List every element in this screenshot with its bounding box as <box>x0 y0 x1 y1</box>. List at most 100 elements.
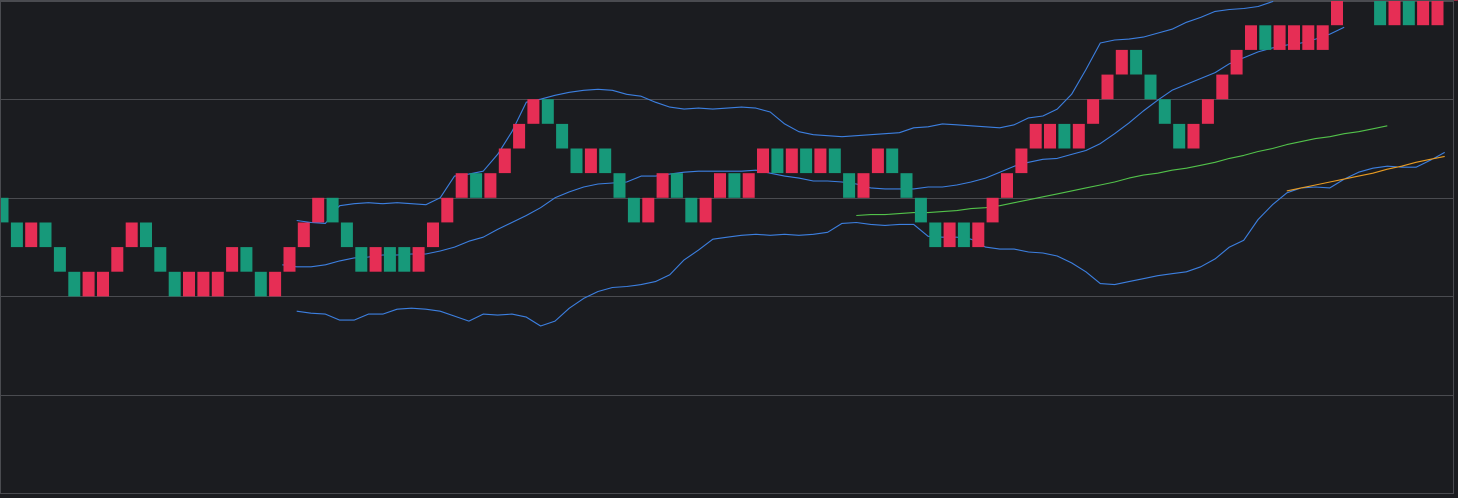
renko-brick-up <box>283 247 296 272</box>
renko-brick-up <box>1316 25 1329 50</box>
renko-brick-down <box>556 123 569 149</box>
renko-brick-down <box>929 222 942 248</box>
renko-brick-down <box>957 222 970 248</box>
renko-brick-down <box>68 271 81 297</box>
renko-brick-down <box>240 247 253 272</box>
renko-brick-up <box>584 148 597 174</box>
series-line-bb-middle <box>282 26 1345 268</box>
renko-brick-up <box>1302 25 1315 50</box>
renko-brick-down <box>886 148 899 174</box>
renko-brick-down <box>10 222 23 248</box>
renko-brick-down <box>39 222 52 248</box>
renko-brick-up <box>1072 123 1085 149</box>
series-line-ma-green <box>856 125 1388 217</box>
renko-brick-down <box>470 173 483 198</box>
renko-brick-up <box>1044 123 1056 149</box>
renko-brick-up <box>82 271 95 297</box>
indicator-lines <box>282 0 1445 327</box>
renko-brick-up <box>412 247 425 272</box>
renko-brick-down <box>168 271 181 297</box>
renko-brick-up <box>943 222 956 248</box>
series-line-ma-orange <box>1286 155 1445 192</box>
renko-brick-up <box>1288 25 1300 50</box>
renko-brick-down <box>140 222 152 248</box>
renko-brick-up <box>441 197 454 223</box>
series-line-bb-lower <box>296 151 1445 327</box>
renko-brick-down <box>599 148 612 174</box>
renko-brick-up <box>699 197 712 223</box>
renko-brick-up <box>757 148 769 174</box>
renko-brick-up <box>297 222 310 248</box>
renko-brick-up <box>1201 99 1214 124</box>
renko-brick-up <box>25 222 38 248</box>
renko-brick-up <box>455 173 468 198</box>
renko-brick-up <box>111 247 124 272</box>
renko-brick-down <box>340 222 353 248</box>
renko-brick-up <box>857 173 870 198</box>
series-line-bb-upper <box>296 0 1275 224</box>
renko-brick-down <box>1173 123 1186 149</box>
renko-brick-up <box>1417 0 1430 26</box>
renko-brick-up <box>1015 148 1028 174</box>
renko-brick-down <box>1374 0 1387 26</box>
renko-brick-down <box>398 247 411 272</box>
renko-brick-up <box>97 271 109 297</box>
renko-brick-down <box>843 173 856 198</box>
renko-brick-up <box>1388 0 1401 26</box>
renko-brick-up <box>498 148 511 174</box>
renko-brick-down <box>53 247 66 272</box>
renko-brick-down <box>0 197 9 223</box>
renko-brick-up <box>269 271 282 297</box>
renko-brick-up <box>513 123 526 149</box>
renko-brick-up <box>785 148 798 174</box>
renko-brick-up <box>1216 74 1229 100</box>
renko-brick-up <box>197 271 210 297</box>
renko-brick-up <box>226 247 239 272</box>
renko-brick-down <box>1144 74 1157 100</box>
renko-brick-up <box>1101 74 1114 100</box>
renko-brick-down <box>1402 0 1415 26</box>
renko-brick-down <box>541 99 554 124</box>
renko-brick-up <box>1029 123 1042 149</box>
renko-brick-down <box>627 197 640 223</box>
renko-brick-down <box>326 197 339 223</box>
renko-brick-up <box>742 173 755 198</box>
renko-brick-up <box>1115 49 1128 75</box>
renko-brick-down <box>254 271 267 297</box>
renko-brick-up <box>1273 25 1286 50</box>
renko-brick-down <box>685 197 698 223</box>
renko-brick-up <box>972 222 985 248</box>
renko-brick-up <box>312 197 325 223</box>
renko-brick-up <box>427 222 439 248</box>
renko-brick-down <box>355 247 368 272</box>
renko-brick-up <box>1331 0 1343 26</box>
renko-brick-up <box>484 173 497 198</box>
renko-brick-down <box>828 148 841 174</box>
renko-brick-down <box>771 148 784 174</box>
renko-brick-up <box>1001 173 1013 198</box>
renko-brick-up <box>871 148 884 174</box>
renko-brick-down <box>670 173 683 198</box>
renko-brick-down <box>728 173 741 198</box>
renko-brick-up <box>656 173 669 198</box>
renko-brick-down <box>900 173 913 198</box>
renko-brick-up <box>1187 123 1200 149</box>
renko-brick-up <box>1431 0 1444 26</box>
renko-brick-up <box>714 173 726 198</box>
renko-brick-up <box>1087 99 1100 124</box>
renko-brick-up <box>986 197 999 223</box>
renko-brick-down <box>613 173 626 198</box>
renko-brick-up <box>369 247 382 272</box>
renko-brick-up <box>183 271 195 297</box>
renko-brick-down <box>154 247 167 272</box>
renko-brick-down <box>1058 123 1071 149</box>
renko-brick-up <box>642 197 655 223</box>
renko-brick-up <box>1230 49 1243 75</box>
renko-brick-up <box>814 148 827 174</box>
renko-brick-down <box>570 148 583 174</box>
renko-brick-up <box>527 99 540 124</box>
renko-brick-down <box>800 148 813 174</box>
renko-brick-down <box>914 197 927 223</box>
